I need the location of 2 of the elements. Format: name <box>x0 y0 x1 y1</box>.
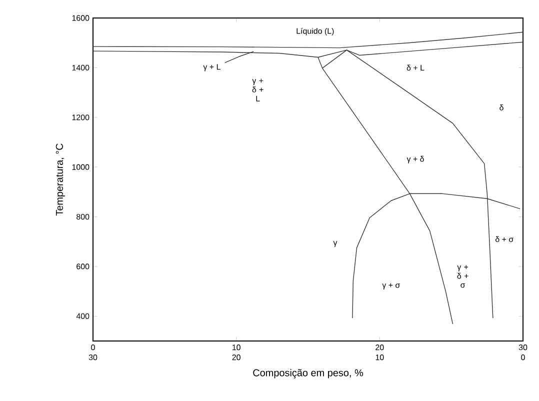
y-axis-title: Temperatura, °C <box>56 144 65 216</box>
x-axis-title: Composição em peso, % <box>253 369 364 378</box>
